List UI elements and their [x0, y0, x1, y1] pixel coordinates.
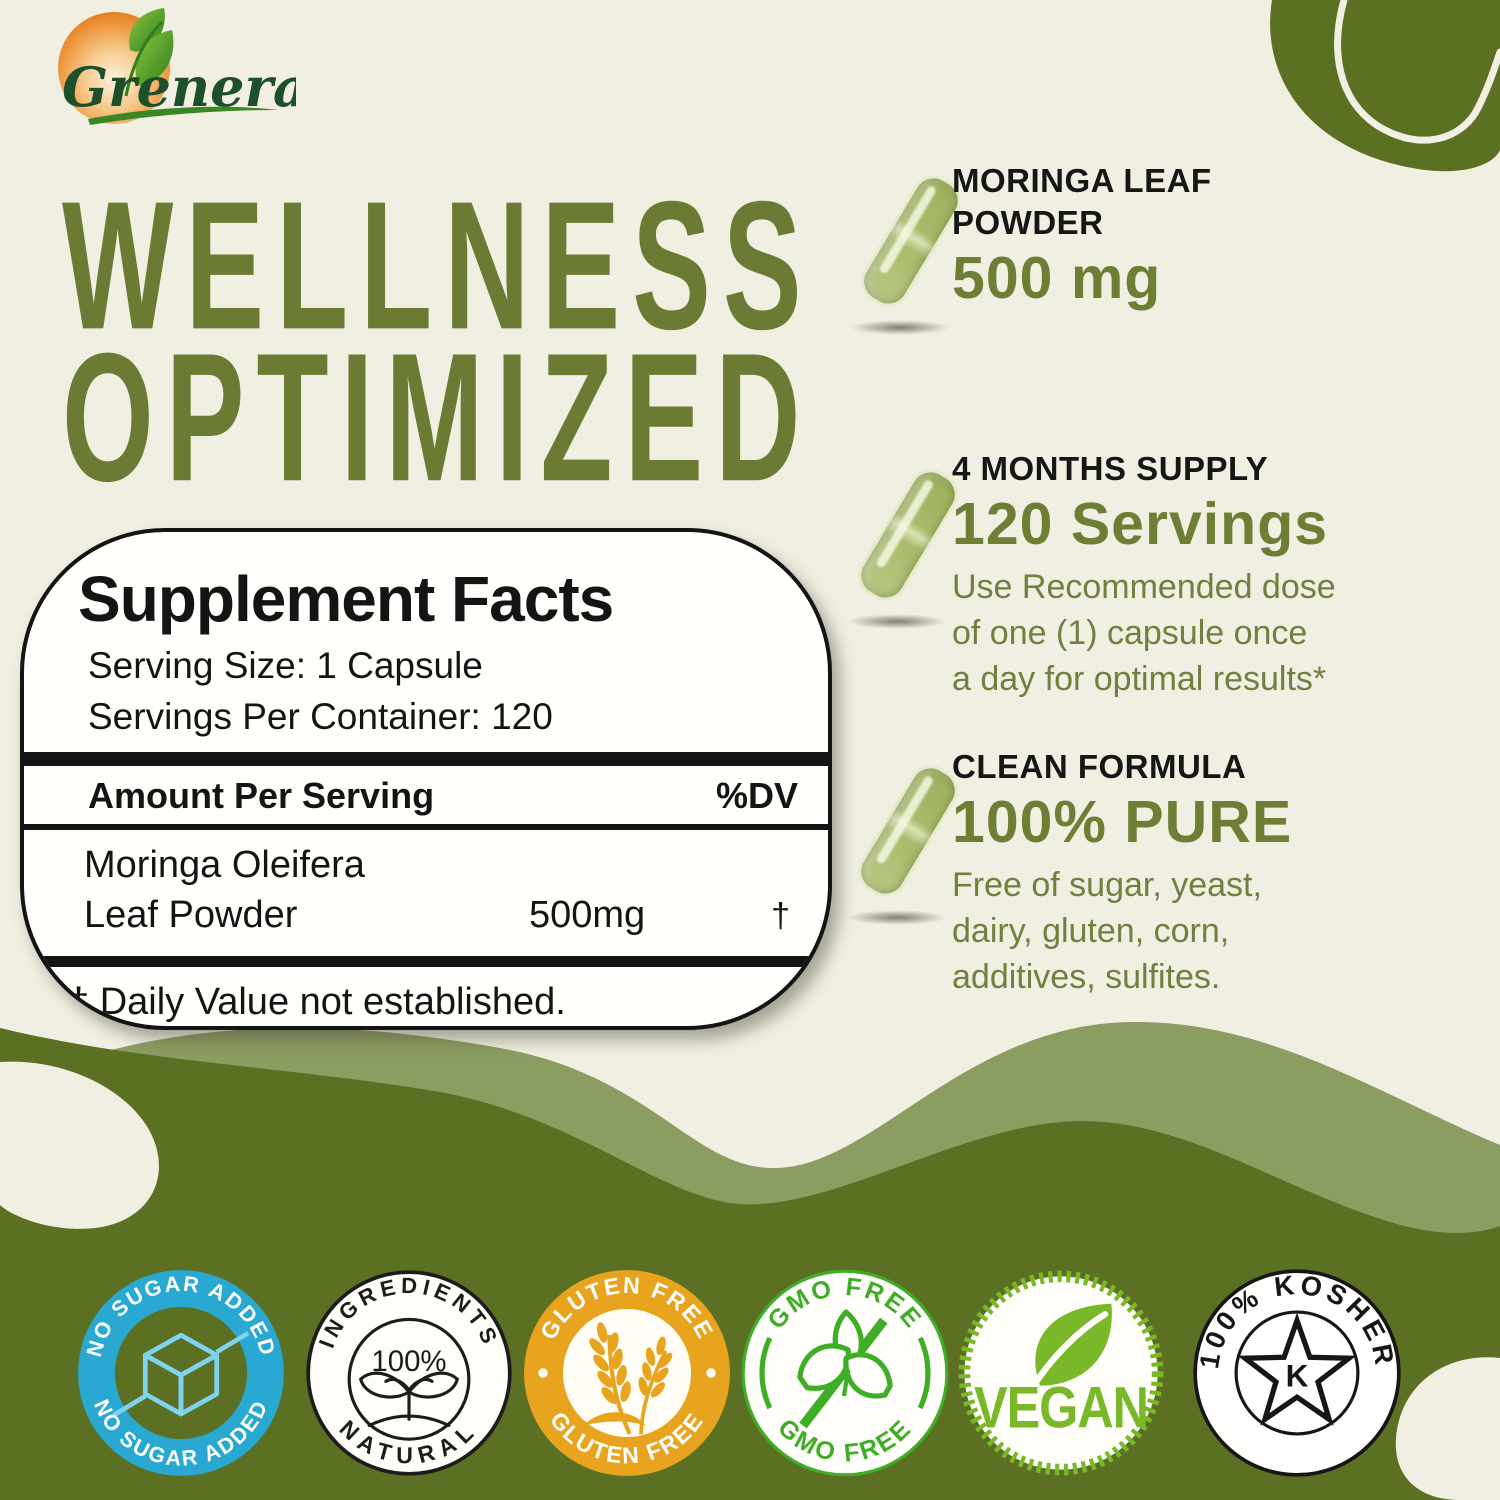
badge-gluten-free: GLUTEN FREE GLUTEN FREE — [524, 1270, 730, 1476]
cream-blob-bottom-right — [1395, 1357, 1500, 1500]
badge-kosher: K 100% KOSHER — [1193, 1269, 1401, 1477]
facts-title: Supplement Facts — [78, 563, 614, 635]
serving-size: Serving Size: 1 Capsule — [88, 645, 483, 686]
corner-blob-top-right — [1270, 0, 1500, 172]
ingredient-name-line2: Leaf Powder — [84, 894, 298, 937]
brand-logo: Grenera — [26, 6, 296, 136]
logo-underline-swoosh — [88, 106, 278, 125]
feature-label: MORINGA LEAF POWDER — [952, 162, 1212, 242]
badge-arc — [917, 1336, 931, 1410]
kosher-k-letter: K — [1286, 1358, 1309, 1394]
headline-line1: WELLNESS — [62, 164, 814, 369]
sugar-cube-icon — [112, 1331, 250, 1418]
brand-logo-graphic: Grenera — [58, 8, 296, 125]
headline: WELLNESS OPTIMIZED — [62, 164, 814, 521]
badge-label: VEGAN — [974, 1375, 1148, 1440]
capsule-icon — [845, 748, 966, 933]
feature-moringa-dose: MORINGA LEAF POWDER 500 mg — [952, 160, 1422, 311]
feature-description: Use Recommended dose of one (1) capsule … — [952, 567, 1336, 698]
capsule-pill — [850, 757, 966, 905]
sprout-icon — [358, 1371, 460, 1428]
ingredient-amount: 500mg — [529, 894, 646, 937]
supplement-facts-panel: Supplement Facts Serving Size: 1 Capsule… — [20, 528, 832, 1030]
ingredient-name-line1: Moringa Oleifera — [84, 844, 365, 887]
badge-natural-ingredients: 100% INGREDIENTS NATURAL — [306, 1270, 512, 1476]
badge-ring — [306, 1270, 512, 1476]
badge-inner-circle — [1234, 1310, 1360, 1436]
badge-dot — [538, 1368, 548, 1378]
cream-blob-bottom-left — [0, 1061, 159, 1229]
servings-per-container: Servings Per Container: 120 — [88, 696, 553, 738]
badge-vegan: VEGAN — [958, 1270, 1164, 1476]
feature-value: 500 mg — [952, 245, 1162, 312]
divider-thick — [24, 752, 828, 767]
badge-inner-circle — [347, 1317, 471, 1441]
feature-description: Free of sugar, yeast, dairy, gluten, cor… — [952, 865, 1262, 996]
kosher-star-icon — [1237, 1312, 1357, 1426]
badge-dot — [706, 1368, 716, 1378]
leaves-slash-icon — [797, 1309, 893, 1429]
leaf-stem — [124, 20, 164, 97]
leaf-icon — [1026, 1303, 1112, 1396]
feature-label: CLEAN FORMULA — [952, 748, 1247, 785]
feature-clean-formula: CLEAN FORMULA 100% PURE Free of sugar, y… — [952, 746, 1422, 1001]
feature-label: 4 MONTHS SUPPLY — [952, 450, 1269, 487]
dv-header: %DV — [715, 775, 798, 817]
divider-thick — [24, 956, 828, 968]
feature-value: 120 Servings — [952, 491, 1329, 558]
ingredient-row: Moringa Oleifera Leaf Powder 500mg † — [24, 830, 828, 944]
corner-blob-accent-line — [1334, 0, 1500, 144]
ingredient-dv: † — [771, 896, 790, 935]
amount-per-serving-header: Amount Per Serving — [88, 775, 435, 817]
headline-line2: OPTIMIZED — [62, 315, 813, 521]
capsule-shadow — [847, 910, 947, 925]
capsule-pill — [850, 461, 966, 609]
feature-supply: 4 MONTHS SUPPLY 120 Servings Use Recomme… — [952, 448, 1422, 703]
capsule-icon — [845, 452, 966, 637]
leaf-icon — [129, 8, 165, 52]
capsule-shadow — [847, 614, 947, 629]
capsule-icon — [848, 158, 969, 343]
badge-gmo-free: GMO FREE GMO FREE — [741, 1269, 949, 1477]
badge-center-text: 100% — [371, 1345, 446, 1378]
wheat-icon — [582, 1322, 673, 1435]
badge-no-sugar-added: NO SUGAR ADDED NO SUGAR ADDED — [78, 1270, 284, 1476]
feature-value: 100% PURE — [952, 789, 1293, 856]
facts-footnote: † Daily Value not established. — [68, 981, 566, 1024]
badge-arc — [759, 1336, 773, 1410]
facts-header-row: Amount Per Serving %DV — [24, 766, 828, 831]
capsule-shadow — [850, 320, 950, 335]
